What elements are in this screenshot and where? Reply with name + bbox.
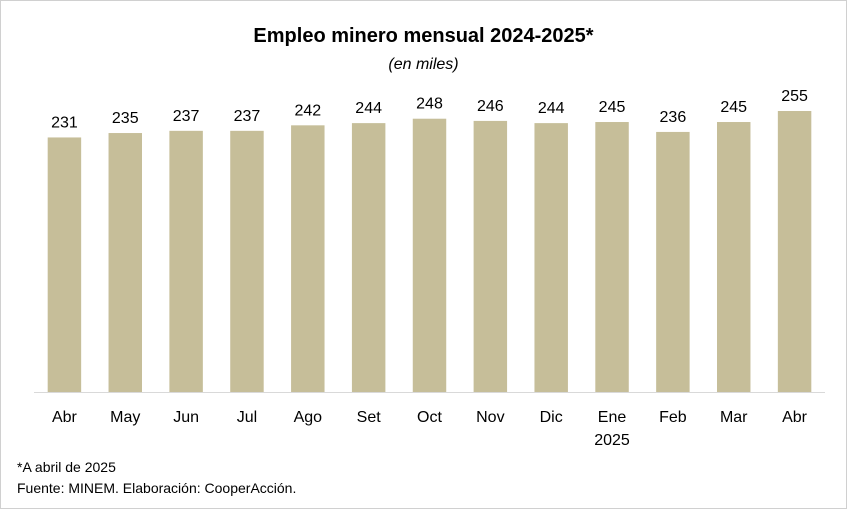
bar <box>716 122 751 393</box>
bar-chart: 231 235 237 237 242 244 248 246 244 245236245255 … <box>34 88 825 449</box>
x-tick-label: Mar <box>720 409 748 426</box>
bar <box>595 122 629 393</box>
bar <box>169 130 203 392</box>
bar <box>351 123 386 392</box>
chart-title: Empleo minero mensual 2024-2025* <box>253 25 594 47</box>
bar <box>534 123 568 392</box>
x-tick-label: Ago <box>294 409 323 426</box>
data-label: 244 <box>538 100 565 117</box>
bar <box>291 125 325 392</box>
data-label: 245 <box>720 99 747 116</box>
data-label: 236 <box>660 109 687 126</box>
data-label: 248 <box>416 96 443 113</box>
x-tick-label: May <box>110 409 140 426</box>
bar <box>412 118 447 393</box>
x-tick-label: Set <box>357 409 382 426</box>
footnote-source: Fuente: MINEM. Elaboración: CooperAcción… <box>17 480 297 496</box>
x-tick-label: Ene <box>598 409 627 426</box>
bars-group <box>47 111 812 393</box>
bar <box>777 111 812 392</box>
data-label: 231 <box>51 114 78 131</box>
data-label: 255 <box>781 88 808 105</box>
x-tick-label: Oct <box>417 409 442 426</box>
x-tick-label: Jul <box>237 409 257 426</box>
data-label: 242 <box>294 102 321 119</box>
data-labels-group: 231 235 237 237 242 244 248 246 244 245 236 245 255 <box>51 88 808 131</box>
data-label: 235 <box>112 110 139 127</box>
data-label: 246 <box>477 98 504 115</box>
x-tick-label: Abr <box>782 409 808 426</box>
bar <box>108 133 143 392</box>
footnote-note: *A abril de 2025 <box>17 459 116 475</box>
bar <box>47 137 82 392</box>
data-label: 244 <box>355 100 382 117</box>
data-label: 237 <box>234 108 261 125</box>
x-tick-label: Abr <box>52 409 78 426</box>
bar <box>473 120 508 392</box>
bar <box>230 130 264 392</box>
x-tick-label: 2025 <box>594 432 630 449</box>
x-tick-label: Nov <box>476 409 504 426</box>
x-tick-label: Dic <box>540 409 563 426</box>
data-label: 245 <box>599 99 626 116</box>
data-label: 237 <box>173 108 200 125</box>
x-tick-label: Feb <box>659 409 687 426</box>
x-axis-tick-labels: Abr May Jun Jul Ago Set Oct Nov Dic Ene 2025 Feb Mar… <box>52 409 808 449</box>
x-tick-label: Jun <box>173 409 199 426</box>
bar <box>656 131 690 392</box>
chart-subtitle: (en miles) <box>388 56 459 73</box>
